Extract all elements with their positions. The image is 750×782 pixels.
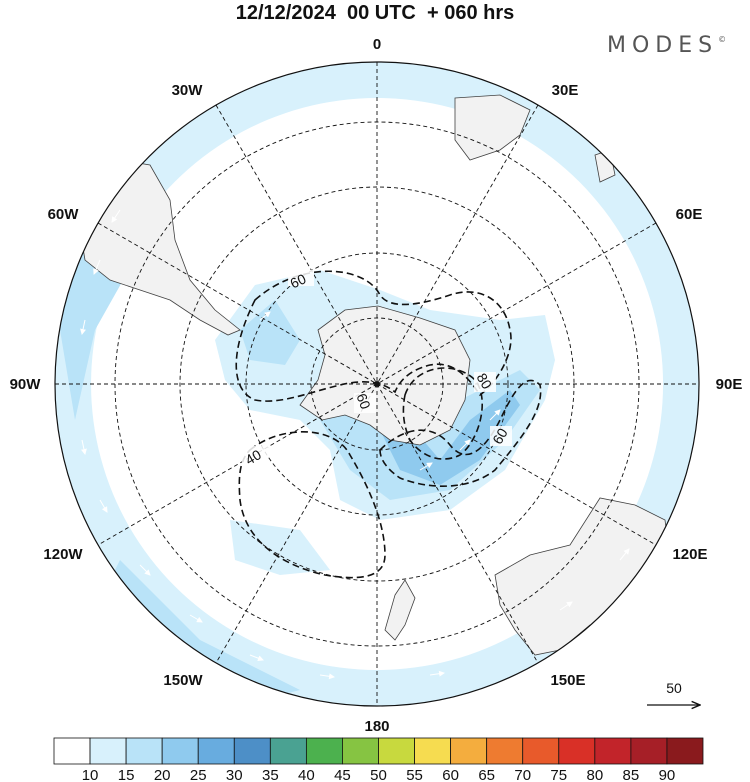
colorbar-tick-label: 15: [118, 767, 135, 782]
colorbar-tick-label: 35: [262, 767, 279, 782]
lon-label-30e: 30E: [552, 82, 579, 99]
longitude-labels: 0 30E 60E 90E 120E 150E 180 150W 120W 90…: [10, 36, 743, 735]
colorbar: 10 15 20 25 30 35 40 45 50 55 60 65 70 75 80 85 90: [53, 737, 704, 782]
colorbar-swatch: [197, 737, 235, 765]
contour-label: 40: [242, 446, 264, 468]
colorbar-tick-label: 20: [154, 767, 171, 782]
colorbar-swatch: [378, 737, 415, 765]
contour-labels: 60 60 40 80 60: [242, 270, 512, 468]
reference-vector-label: 50: [666, 680, 682, 696]
colorbar-swatch: [414, 737, 452, 765]
colorbar-tick-label: 55: [406, 767, 423, 782]
map-title: 12/12/2024 00 UTC + 060 hrs: [0, 0, 750, 26]
colorbar-swatch: [558, 737, 596, 765]
colorbar-swatch: [53, 737, 91, 765]
lon-label-30w: 30W: [172, 82, 204, 99]
contour-label: 60: [353, 391, 373, 411]
colorbar-swatch: [161, 737, 199, 765]
lon-label-150w: 150W: [163, 672, 203, 689]
lon-label-180: 180: [364, 718, 389, 735]
colorbar-swatch: [305, 737, 343, 765]
colorbar-tick-label: 25: [190, 767, 207, 782]
map-field: 60 60 40 80 60: [55, 62, 699, 706]
colorbar-swatch: [630, 737, 668, 765]
lon-label-120e: 120E: [672, 546, 707, 563]
colorbar-tick-label: 50: [370, 767, 387, 782]
colorbar-swatch: [233, 737, 271, 765]
colorbar-tick-label: 45: [334, 767, 351, 782]
contour-label: 80: [474, 370, 496, 392]
colorbar-swatch: [450, 737, 488, 765]
colorbar-tick-label: 75: [550, 767, 567, 782]
colorbar-swatch: [522, 737, 560, 765]
colorbar-swatch: [89, 737, 127, 765]
colorbar-tick-label: 65: [478, 767, 495, 782]
new-zealand: [384, 579, 416, 641]
wind-vectors: [80, 209, 630, 680]
lon-label-60w: 60W: [48, 206, 80, 223]
antarctica: [299, 305, 471, 446]
lon-label-150e: 150E: [550, 672, 585, 689]
lon-label-0: 0: [373, 36, 381, 53]
lon-label-120w: 120W: [43, 546, 83, 563]
map-boundary: [54, 61, 700, 707]
colorbar-swatch: [666, 737, 704, 765]
contour-40: [238, 431, 386, 579]
colorbar-swatch: [486, 737, 524, 765]
contour-60-east: [379, 379, 542, 487]
colorbar-tick-label: 10: [82, 767, 99, 782]
colorbar-swatch: [594, 737, 632, 765]
colorbar-tick-label: 90: [659, 767, 676, 782]
colorbar-tick-label: 30: [226, 767, 243, 782]
colorbar-swatch: [269, 737, 307, 765]
contour-60-west: [235, 270, 512, 402]
lon-label-90w: 90W: [10, 376, 42, 393]
colorbar-swatch: [125, 737, 163, 765]
lon-label-90e: 90E: [716, 376, 743, 393]
colorbar-tick-label: 80: [586, 767, 603, 782]
reference-vector: 50: [647, 680, 700, 705]
title-cycle: 00 UTC: [346, 2, 416, 24]
colorbar-swatch: [342, 737, 379, 765]
brand-mark: ©: [718, 35, 727, 44]
colorbar-tick-label: 70: [514, 767, 531, 782]
brand-logo: MODES©: [607, 33, 726, 58]
africa: [454, 94, 531, 161]
pole-marker: [374, 381, 380, 387]
contour-80: [402, 367, 483, 460]
title-lead: + 060 hrs: [426, 2, 515, 24]
colorbar-tick-label: 60: [442, 767, 459, 782]
contour-label: 60: [489, 425, 511, 447]
title-date: 12/12/2024: [235, 2, 336, 24]
lon-label-60e: 60E: [676, 206, 703, 223]
colorbar-tick-label: 85: [623, 767, 640, 782]
colorbar-tick-label: 40: [298, 767, 315, 782]
contour-label: 60: [288, 270, 309, 291]
contours: [235, 270, 542, 579]
brand-name: MODES: [607, 33, 719, 58]
